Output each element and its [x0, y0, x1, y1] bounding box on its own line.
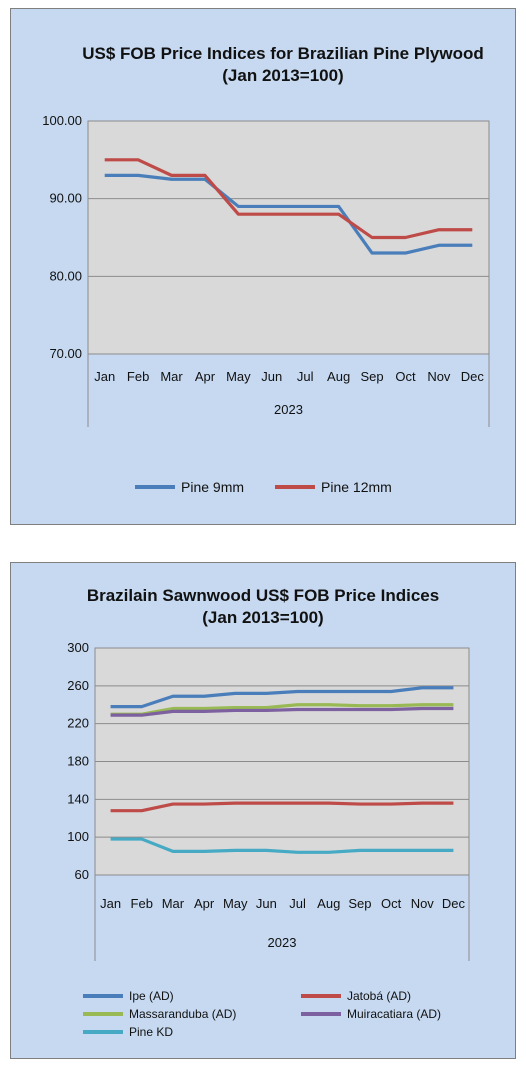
plywood-chart-panel: US$ FOB Price Indices for Brazilian Pine… [10, 8, 516, 525]
sawnwood-chart-panel: Brazilain Sawnwood US$ FOB Price Indices… [10, 562, 516, 1059]
plot-area [87, 120, 490, 355]
x-tick-label: Jan [100, 896, 121, 911]
x-tick-label: Jun [256, 896, 277, 911]
chart-title-line1: US$ FOB Price Indices for Brazilian Pine… [82, 44, 484, 63]
x-tick-label: Oct [395, 369, 416, 384]
legend-item-massaranduba: Massaranduba (AD) [83, 1007, 236, 1021]
legend-label: Pine 12mm [321, 479, 392, 495]
x-tick-label: Feb [131, 896, 153, 911]
legend-label: Muiracatiara (AD) [347, 1007, 442, 1021]
legend-swatch [301, 994, 341, 998]
y-tick-label: 100.00 [42, 113, 82, 128]
legend-label: Ipe (AD) [129, 989, 174, 1003]
legend-swatch [135, 485, 175, 489]
x-tick-label: Nov [411, 896, 435, 911]
y-tick-label: 180 [67, 754, 89, 769]
legend-item-pine-kd: Pine KD [83, 1025, 173, 1039]
y-tick-label: 100 [67, 829, 89, 844]
legend-swatch [83, 1030, 123, 1034]
series-line-0 [104, 173, 473, 255]
x-tick-label: Jul [297, 369, 314, 384]
x-tick-label: Oct [381, 896, 402, 911]
x-tick-label: May [223, 896, 248, 911]
legend-item-pine-12mm: Pine 12mm [275, 479, 392, 495]
y-tick-label: 220 [67, 716, 89, 731]
legend-label: Massaranduba (AD) [129, 1007, 237, 1021]
legend-swatch [275, 485, 315, 489]
y-tick-label: 80.00 [49, 268, 82, 283]
x-tick-label: Mar [162, 896, 185, 911]
series-line-2 [110, 703, 454, 716]
x-tick-label: May [226, 369, 251, 384]
series-line-1 [110, 801, 454, 813]
x-tick-label: Dec [442, 896, 466, 911]
chart-title-line2: (Jan 2013=100) [202, 608, 324, 627]
chart-title: US$ FOB Price Indices for Brazilian Pine… [11, 43, 515, 87]
x-tick-label: Dec [461, 369, 485, 384]
y-tick-label: 140 [67, 791, 89, 806]
legend-swatch [301, 1012, 341, 1016]
x-tick-label: Apr [195, 369, 216, 384]
x-tick-label: Jul [289, 896, 306, 911]
y-tick-label: 90.00 [49, 191, 82, 206]
x-tick-label: Jan [94, 369, 115, 384]
x-tick-label: Mar [160, 369, 183, 384]
series-line-3 [110, 706, 454, 717]
y-tick-label: 260 [67, 678, 89, 693]
x-tick-label: Nov [427, 369, 451, 384]
legend-swatch [83, 1012, 123, 1016]
y-tick-label: 60 [75, 867, 89, 882]
series-line-0 [110, 686, 454, 709]
x-tick-label: Apr [194, 896, 215, 911]
legend-swatch [83, 994, 123, 998]
legend-item-ipe: Ipe (AD) [83, 989, 174, 1003]
plywood-chart-svg: 100.00 90.00 80.00 70.00 Jan Feb Mar Apr May Jun J… [42, 113, 490, 427]
sawnwood-chart-svg: 300 260 220 180 140 100 60 Jan Feb Mar Apr May Jun Ju… [67, 640, 470, 961]
x-tick-label: Aug [317, 896, 340, 911]
x-group-label: 2023 [268, 935, 297, 950]
x-tick-label: Jun [261, 369, 282, 384]
legend-label: Jatobá (AD) [347, 989, 412, 1003]
legend-item-jatoba: Jatobá (AD) [301, 989, 411, 1003]
x-tick-label: Sep [348, 896, 371, 911]
legend-label: Pine 9mm [181, 479, 245, 495]
chart-title-line2: (Jan 2013=100) [222, 66, 344, 85]
legend-label: Pine KD [129, 1025, 174, 1039]
x-tick-label: Aug [327, 369, 350, 384]
y-tick-label: 300 [67, 640, 89, 655]
series-line-4 [110, 837, 454, 854]
series-line-1 [104, 158, 473, 240]
chart-title: Brazilain Sawnwood US$ FOB Price Indices… [11, 585, 515, 629]
legend-item-pine-9mm: Pine 9mm [135, 479, 244, 495]
x-tick-label: Sep [360, 369, 383, 384]
x-tick-label: Feb [127, 369, 149, 384]
x-group-label: 2023 [274, 402, 303, 417]
y-tick-label: 70.00 [49, 346, 82, 361]
legend-item-muiracatiara: Muiracatiara (AD) [301, 1007, 441, 1021]
chart-title-line1: Brazilain Sawnwood US$ FOB Price Indices [86, 586, 440, 605]
